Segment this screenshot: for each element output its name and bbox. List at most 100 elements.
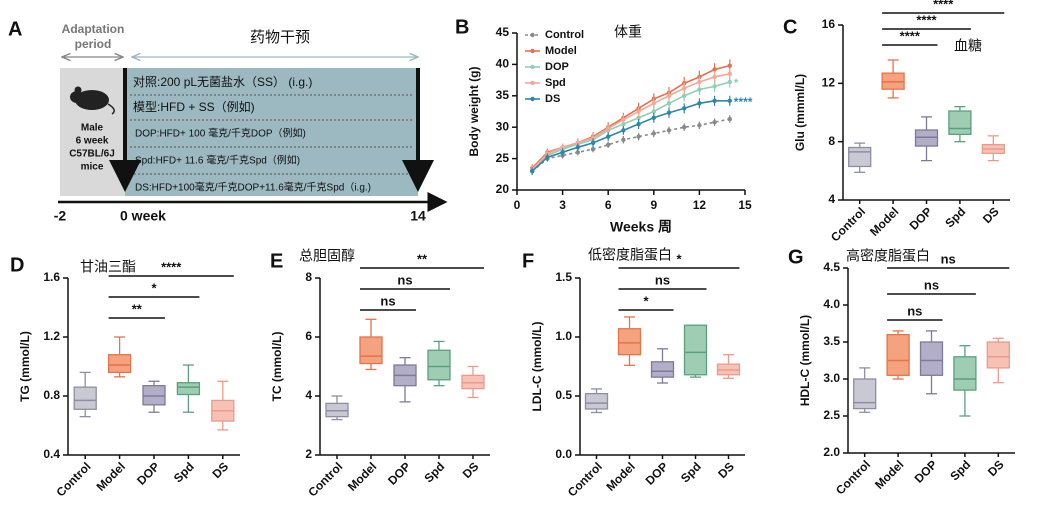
- x-tick-label: DS: [715, 459, 737, 481]
- y-axis-label: Glu (mmml/L): [793, 74, 807, 151]
- y-axis-label: TC (mmol/L): [270, 332, 284, 402]
- point: [530, 168, 535, 174]
- x-tick-label: 9: [650, 198, 657, 212]
- legend-label: Spd: [545, 77, 566, 89]
- mouse-icon: [70, 86, 115, 115]
- annotation: 高密度脂蛋白: [846, 248, 930, 264]
- adaptation-label: Adaptation: [62, 22, 125, 36]
- point: [727, 63, 732, 68]
- point: [560, 150, 565, 155]
- timeline-panel: A Adaptation period 药物干预 Male 6 week C57…: [8, 18, 448, 224]
- point: [621, 128, 626, 133]
- x-tick-label: 6: [605, 198, 612, 212]
- box: [650, 361, 675, 378]
- panel-label: G: [788, 246, 804, 268]
- x-tick-label: Control: [305, 459, 345, 499]
- group-text: DS:HFD+100毫克/千克DOP+11.6毫克/千克Spd（i.g.): [135, 181, 371, 194]
- x-tick-label: 3: [559, 198, 566, 212]
- y-tick-label: 8: [305, 270, 312, 284]
- panel-label: C: [783, 16, 797, 38]
- x-tick-label: 15: [738, 198, 752, 212]
- point: [697, 101, 702, 106]
- y-tick-label: 1.6: [43, 270, 60, 284]
- point: [682, 93, 687, 99]
- legend-marker: [530, 80, 535, 86]
- mouse-text: Male: [81, 123, 104, 134]
- point: [636, 115, 641, 120]
- series-line: [531, 81, 731, 171]
- y-tick-label: 4.0: [823, 297, 840, 311]
- y-axis-label: Body weight (g): [467, 67, 481, 157]
- y-tick-label: 6: [305, 329, 312, 343]
- significance: ns: [941, 251, 956, 266]
- annotation: 甘油三酯: [80, 259, 136, 275]
- box: [886, 333, 910, 376]
- y-axis-label: TG (mmol/L): [18, 331, 32, 402]
- box: [617, 328, 642, 356]
- point: [712, 98, 717, 104]
- point: [606, 126, 611, 131]
- y-tick-label: 2.0: [823, 445, 840, 459]
- y-tick-label: 0.0: [555, 447, 572, 461]
- y-axis-label: LDL-C (mmol/L): [530, 322, 544, 412]
- significance: ****: [900, 28, 921, 43]
- time-tick: 14: [410, 208, 426, 224]
- x-tick-label: Spd: [942, 204, 968, 230]
- legend-label: DS: [545, 93, 560, 105]
- point: [575, 150, 580, 155]
- significance: *: [676, 251, 682, 266]
- mouse-text: 6 week: [76, 136, 109, 147]
- x-tick-label: 12: [693, 198, 707, 212]
- y-tick-label: 2.5: [823, 408, 840, 422]
- x-tick-label: Control: [565, 459, 605, 499]
- intervention-box: [125, 68, 418, 196]
- point: [545, 155, 550, 160]
- y-tick-label: 45: [496, 25, 510, 39]
- significance: ****: [734, 95, 753, 109]
- point: [606, 142, 611, 147]
- point: [727, 79, 732, 85]
- point: [606, 134, 611, 139]
- panel-label: E: [270, 250, 283, 272]
- y-tick-label: 1.5: [555, 270, 572, 284]
- point: [636, 134, 641, 139]
- significance: ns: [397, 272, 412, 287]
- panel-label: B: [455, 16, 469, 38]
- significance: *: [734, 76, 739, 90]
- significance: **: [417, 251, 428, 266]
- x-tick-label: Spd: [947, 457, 973, 483]
- box: [584, 392, 609, 410]
- adaptation-label: period: [75, 37, 112, 51]
- y-tick-label: 1.2: [43, 329, 60, 343]
- y-tick-label: 1.0: [555, 329, 572, 343]
- point: [636, 109, 641, 114]
- group-text: 对照:200 pL无菌盐水（SS） (i.g.): [133, 75, 312, 89]
- box: [683, 324, 708, 376]
- point: [666, 128, 672, 133]
- significance: ns: [907, 303, 922, 318]
- x-tick-label: DS: [980, 204, 1002, 226]
- y-tick-label: 3.0: [823, 371, 840, 385]
- y-tick-label: 4: [305, 388, 312, 402]
- point: [590, 140, 596, 146]
- legend-marker: [530, 32, 535, 38]
- y-tick-label: 2: [305, 447, 312, 461]
- point: [651, 115, 656, 120]
- series-line: [531, 73, 730, 170]
- x-tick-label: Model: [872, 457, 906, 491]
- point: [666, 110, 672, 115]
- box: [107, 354, 132, 374]
- y-tick-label: 0.4: [43, 447, 60, 461]
- point: [727, 71, 732, 77]
- mouse-text: C57BL/6J: [69, 149, 115, 160]
- group-text: 模型:HFD + SS（例如): [133, 99, 255, 114]
- y-tick-label: 35: [496, 88, 510, 102]
- y-tick-label: 12: [822, 76, 836, 90]
- point: [590, 135, 596, 141]
- box: [359, 336, 383, 365]
- x-tick-label: DS: [460, 459, 482, 481]
- x-tick-label: DOP: [643, 459, 671, 487]
- point: [575, 145, 580, 150]
- box: [953, 356, 977, 391]
- annotation: 血糖: [954, 38, 982, 54]
